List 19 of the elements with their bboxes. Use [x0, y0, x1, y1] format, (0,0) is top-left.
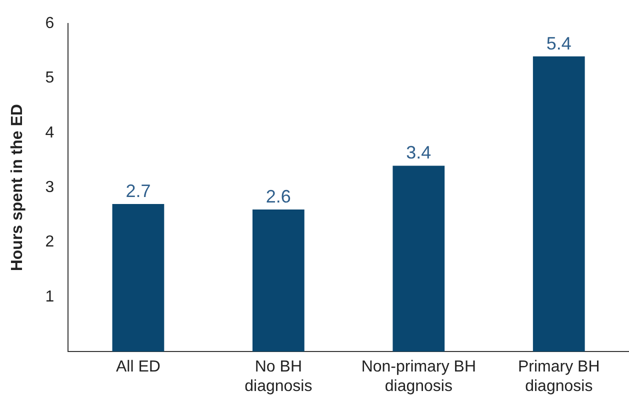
- y-tick-label: 1: [45, 288, 54, 306]
- y-tick-label: 3: [45, 179, 54, 196]
- x-tick-label: Primary BH diagnosis: [518, 358, 600, 395]
- data-label: 5.4: [546, 33, 572, 54]
- bar: [392, 166, 445, 352]
- data-label: 2.6: [266, 186, 291, 206]
- y-tick-label: 6: [45, 15, 54, 32]
- x-tick-label: No BH diagnosis: [244, 358, 312, 395]
- data-label: 2.7: [126, 180, 151, 201]
- x-tick-label: All ED: [116, 358, 160, 376]
- bar: [112, 204, 164, 352]
- data-label: 3.4: [406, 142, 432, 163]
- bar: [532, 56, 585, 352]
- y-tick-label: 5: [45, 70, 54, 87]
- bar: [252, 209, 304, 352]
- x-tick-label: Non-primary BH diagnosis: [361, 358, 476, 395]
- y-tick-label: 2: [45, 234, 54, 251]
- y-axis-title: Hours spent in the ED: [9, 104, 26, 272]
- y-tick-label: 4: [45, 124, 54, 142]
